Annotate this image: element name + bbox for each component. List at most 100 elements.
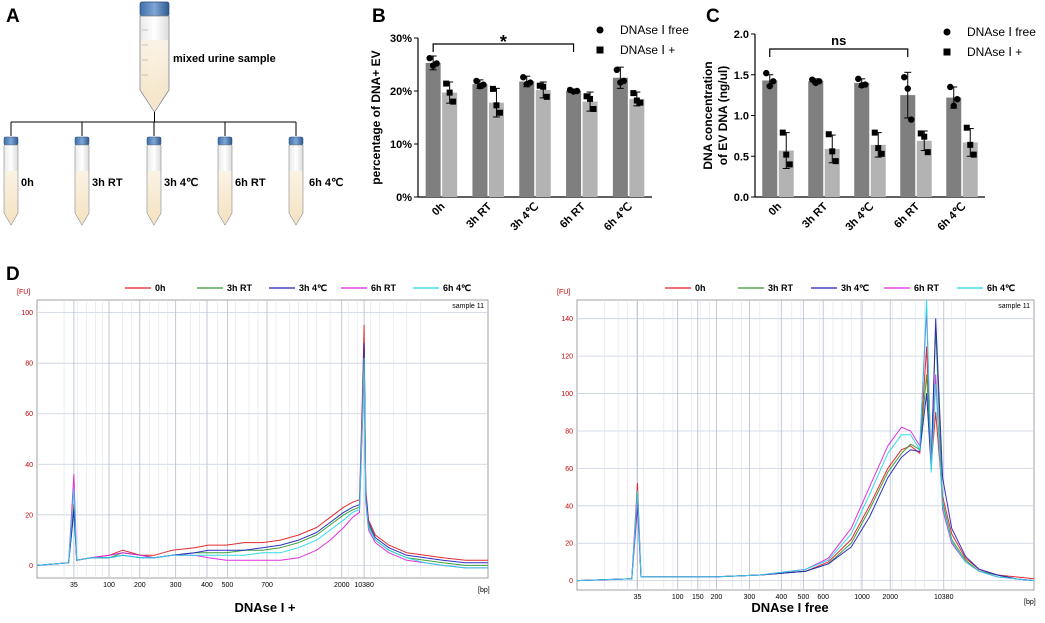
data-point <box>779 129 786 136</box>
data-point <box>855 75 862 83</box>
data-point <box>527 79 534 86</box>
data-point <box>904 85 911 92</box>
y-axis-label: DNA concentration <box>701 61 715 169</box>
data-point <box>954 96 961 103</box>
split-connector <box>10 112 297 136</box>
x-axis-label: [bp] <box>1024 599 1036 606</box>
x-tick-label: 400 <box>201 582 213 589</box>
data-point <box>473 77 480 85</box>
legend-label: DNAse Ⅰ free <box>967 25 1036 39</box>
aliquot-tube <box>288 136 304 226</box>
data-point <box>540 83 547 90</box>
y-tick-label: 80 <box>565 428 573 435</box>
legend-label: 0h <box>155 283 166 293</box>
data-point <box>816 78 823 85</box>
bar <box>425 62 441 197</box>
bar <box>612 77 628 197</box>
y-tick-label: 30% <box>390 33 412 45</box>
x-tick-label: 200 <box>134 582 146 589</box>
data-point <box>590 106 597 113</box>
trace-line <box>36 357 488 569</box>
data-point <box>443 80 450 87</box>
data-point <box>446 89 453 96</box>
y-tick-label: 20 <box>25 512 33 519</box>
trace-line <box>576 299 1035 582</box>
x-tick-label: 1000 <box>854 594 870 601</box>
bar <box>472 84 488 197</box>
y-tick-label: 60 <box>25 411 33 418</box>
data-point <box>862 81 869 88</box>
data-point <box>970 151 977 158</box>
panel-b-label: B <box>372 6 386 27</box>
bar-chart-dna-ev-percentage: 0% 10% 20% 30% percentage of DNA+ EV 0h 3h RT 3… <box>369 23 689 233</box>
sample-annotation: sample 11 <box>998 303 1030 310</box>
bar <box>629 98 645 197</box>
y-tick-label: 40 <box>25 462 33 469</box>
aliquot-tube <box>217 136 233 226</box>
x-tick-label: 10380 <box>934 594 954 601</box>
x-tick-label: 150 <box>692 594 704 601</box>
tube-label: 3h RT <box>92 177 123 189</box>
data-point <box>489 85 496 92</box>
panel-a: A mixed urine sample <box>3 1 343 226</box>
bar <box>946 97 962 197</box>
data-point <box>766 82 773 90</box>
x-tick-label: 0h <box>767 200 785 218</box>
data-point <box>633 97 640 104</box>
x-tick-label: 3h 4℃ <box>843 201 876 234</box>
x-tick-label: 300 <box>744 594 756 601</box>
data-point <box>637 99 644 106</box>
y-tick-label: 0 <box>29 563 33 570</box>
legend-marker <box>596 26 604 34</box>
caption-dnase-free: DNAse I free <box>751 600 828 615</box>
tube-label: 6h RT <box>235 177 266 189</box>
significance-label: ns <box>831 33 846 48</box>
y-tick-label: 100 <box>21 310 33 317</box>
plot-frame <box>36 299 489 579</box>
bar <box>808 81 824 197</box>
bar <box>535 89 551 197</box>
data-point <box>536 82 543 89</box>
bar-chart-dna-concentration: 0.0 0.5 1.0 1.5 2.0 DNA concentration of EV DN… <box>701 25 1036 233</box>
bar <box>488 102 504 197</box>
tube-label: 3h 4℃ <box>164 177 198 189</box>
electropherogram-dnase-free: 0 20 40 60 80 100 120 140 35 100 150 200 300 400 500 60… <box>557 283 1036 606</box>
bar <box>582 101 598 197</box>
significance-label: * <box>500 32 507 52</box>
y-tick-label: 20% <box>390 86 412 98</box>
x-tick-label: 600 <box>817 594 829 601</box>
y-tick-label: 1.0 <box>734 111 749 123</box>
data-point <box>783 151 790 158</box>
y-axis-label: [FU] <box>557 289 570 296</box>
data-point <box>963 124 970 131</box>
y-axis-label: percentage of DNA+ EV <box>369 50 383 184</box>
aliquot-tube <box>146 136 162 226</box>
legend-label: 6h 4℃ <box>987 283 1015 293</box>
bar <box>442 92 458 197</box>
legend-marker <box>943 28 951 36</box>
legend-label: 3h RT <box>227 283 253 293</box>
y-tick-label: 1.5 <box>734 70 749 82</box>
data-point <box>620 77 628 85</box>
y-tick-label: 120 <box>561 354 573 361</box>
aliquot-tube <box>3 136 19 226</box>
data-point <box>950 102 957 109</box>
x-tick-label: 2000 <box>882 594 898 601</box>
y-tick-label: 10% <box>390 139 412 151</box>
legend-label: 3h 4℃ <box>841 283 869 293</box>
legend-label: DNAse Ⅰ free <box>620 23 689 37</box>
source-tube-label: mixed urine sample <box>173 53 276 65</box>
tube-label: 0h <box>21 177 34 189</box>
aliquot-tube <box>74 136 90 226</box>
bar <box>762 80 778 197</box>
legend-marker <box>596 46 604 54</box>
data-point <box>613 66 621 74</box>
legend-label: 6h RT <box>914 283 940 293</box>
significance-bracket <box>432 43 575 52</box>
y-tick-label: 0% <box>396 192 412 204</box>
y-tick-label: 60 <box>565 466 573 473</box>
x-tick-label: 6h RT <box>558 200 588 230</box>
bar <box>519 81 535 197</box>
y-axis-label: [FU] <box>17 289 30 296</box>
data-point <box>520 74 527 81</box>
